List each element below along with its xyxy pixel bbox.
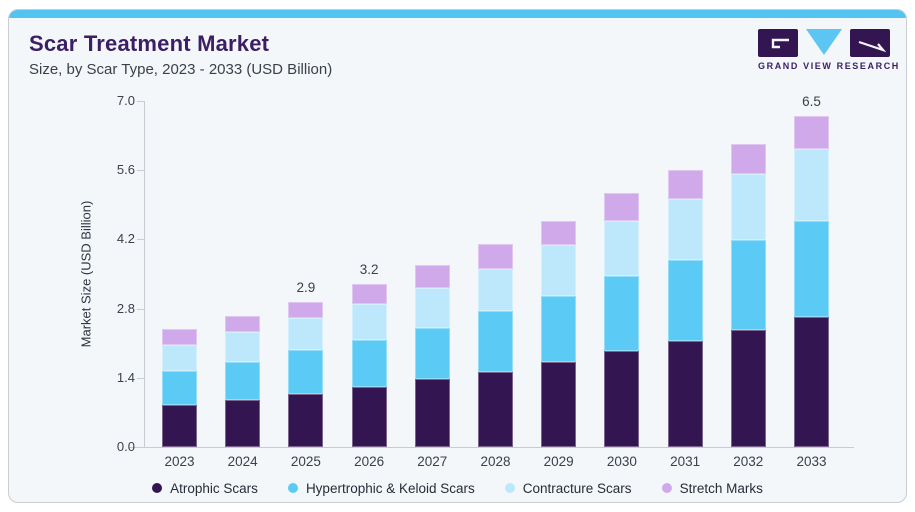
bar-2029-stretch-marks <box>541 220 577 245</box>
x-tick-label: 2030 <box>606 454 637 469</box>
y-axis-line <box>144 101 145 447</box>
chart-header: Scar Treatment Market Size, by Scar Type… <box>29 31 332 78</box>
grand-view-research-logo: GRAND VIEW RESEARCH <box>758 29 900 71</box>
bar-2024-contracture-scars <box>225 331 261 362</box>
bar-2027-contracture-scars <box>414 287 450 328</box>
bar-2033-contracture-scars <box>794 149 829 221</box>
y-tick-mark <box>137 239 144 241</box>
x-tick-label: 2032 <box>733 454 764 469</box>
x-axis-line <box>129 447 854 448</box>
bar-2029-hypertrophic-keloid-scars <box>541 295 577 362</box>
legend-dot-icon <box>152 483 163 493</box>
bar-2028-contracture-scars <box>478 268 513 311</box>
y-tick-label: 5.6 <box>116 162 135 178</box>
x-tick-label: 2024 <box>227 454 258 469</box>
x-tick-label: 2026 <box>354 454 385 469</box>
stacked-bar-chart: 7.0 5.6 4.2 2.8 1.4 0.0 Market Size (USD Billi… <box>9 10 906 502</box>
x-tick-label: 2025 <box>290 454 321 469</box>
bar-2030-stretch-marks <box>604 193 640 221</box>
bar-2033-hypertrophic-keloid-scars <box>794 220 829 318</box>
bar-2031-stretch-marks <box>667 170 703 200</box>
bar-2026-contracture-scars <box>351 303 387 340</box>
bar-2025-contracture-scars <box>288 318 324 350</box>
y-tick-label: 4.2 <box>116 231 135 247</box>
y-tick-label: 2.8 <box>116 300 135 316</box>
bar-2030-contracture-scars <box>604 220 640 277</box>
legend-dot-icon <box>504 483 515 493</box>
bar-2029-atrophic-scars <box>541 361 577 447</box>
bar-2032-atrophic-scars <box>730 329 766 447</box>
legend-item-contracture-scars: Contracture Scars <box>504 480 632 496</box>
bar-2027-atrophic-scars <box>414 378 450 447</box>
logo-marks <box>758 29 890 57</box>
y-tick-mark <box>137 377 144 379</box>
bar-total-label: 6.5 <box>802 94 821 110</box>
y-tick-label: 1.4 <box>116 369 135 385</box>
legend-item-stretch-marks: Stretch Marks <box>661 480 763 496</box>
y-axis-title: Market Size (USD Billion) <box>78 200 94 348</box>
legend-item-atrophic-scars: Atrophic Scars <box>152 481 258 496</box>
chart-legend: Atrophic Scars Hypertrophic & Keloid Scar… <box>9 476 906 500</box>
bar-2025-hypertrophic-keloid-scars <box>288 349 324 394</box>
bar-2030-hypertrophic-keloid-scars <box>604 276 640 351</box>
legend-item-hypertrophic-keloid-scars: Hypertrophic & Keloid Scars <box>287 480 475 496</box>
y-tick-label: 0.0 <box>116 439 135 454</box>
legend-dot-icon <box>287 483 298 493</box>
bar-2031-hypertrophic-keloid-scars <box>667 259 703 341</box>
gvr-r-mark-icon <box>850 29 890 62</box>
bar-2028-stretch-marks <box>478 244 513 269</box>
legend-label: Stretch Marks <box>679 480 763 496</box>
bar-2028-hypertrophic-keloid-scars <box>478 310 513 372</box>
legend-dot-icon <box>661 483 672 493</box>
bar-2033-stretch-marks <box>794 116 829 150</box>
bar-2023-stretch-marks <box>162 328 197 345</box>
x-tick-label: 2027 <box>417 454 448 469</box>
card-accent-strip <box>9 10 906 18</box>
bar-2026-atrophic-scars <box>351 386 387 447</box>
bar-2026-stretch-marks <box>351 284 387 304</box>
chart-subtitle: Size, by Scar Type, 2023 - 2033 (USD Bil… <box>29 61 333 78</box>
x-tick-label: 2033 <box>796 454 827 469</box>
bar-2023-atrophic-scars <box>162 404 197 447</box>
bar-2031-contracture-scars <box>667 199 703 260</box>
bar-2026-hypertrophic-keloid-scars <box>351 339 387 387</box>
bar-2024-hypertrophic-keloid-scars <box>225 361 261 401</box>
bar-total-label: 2.9 <box>296 279 316 295</box>
bar-2030-atrophic-scars <box>604 350 640 447</box>
legend-label: Hypertrophic & Keloid Scars <box>305 480 475 496</box>
bar-2032-stretch-marks <box>730 144 766 175</box>
y-tick-label: 7.0 <box>116 93 135 108</box>
gvr-g-mark-icon <box>758 29 798 62</box>
y-tick-mark <box>137 170 144 172</box>
bar-2024-stretch-marks <box>225 315 261 332</box>
bar-2033-atrophic-scars <box>794 317 829 447</box>
x-tick-label: 2029 <box>543 454 574 469</box>
x-tick-label: 2028 <box>480 454 511 469</box>
chart-card: Scar Treatment Market Size, by Scar Type… <box>8 9 907 503</box>
x-tick-label: 2023 <box>164 454 195 469</box>
x-tick-label: 2031 <box>670 454 701 469</box>
bar-2023-contracture-scars <box>162 344 197 371</box>
bar-2028-atrophic-scars <box>478 371 513 447</box>
bar-2025-stretch-marks <box>288 301 324 319</box>
bar-2032-hypertrophic-keloid-scars <box>730 240 766 330</box>
bar-2031-atrophic-scars <box>667 340 703 447</box>
legend-label: Atrophic Scars <box>170 480 258 496</box>
bar-2025-atrophic-scars <box>288 393 324 447</box>
bar-total-label: 3.2 <box>359 262 379 278</box>
bar-2027-hypertrophic-keloid-scars <box>414 327 450 379</box>
gvr-v-triangle-icon <box>805 29 843 62</box>
chart-title: Scar Treatment Market <box>29 31 270 56</box>
legend-label: Contracture Scars <box>522 480 632 496</box>
bar-2024-atrophic-scars <box>225 400 261 447</box>
y-tick-mark <box>137 101 144 102</box>
bar-2029-contracture-scars <box>541 244 577 296</box>
bar-2023-hypertrophic-keloid-scars <box>162 370 197 405</box>
bar-2027-stretch-marks <box>414 264 450 288</box>
bar-2032-contracture-scars <box>730 174 766 241</box>
y-tick-mark <box>137 308 144 310</box>
logo-wordmark: GRAND VIEW RESEARCH <box>758 61 900 71</box>
